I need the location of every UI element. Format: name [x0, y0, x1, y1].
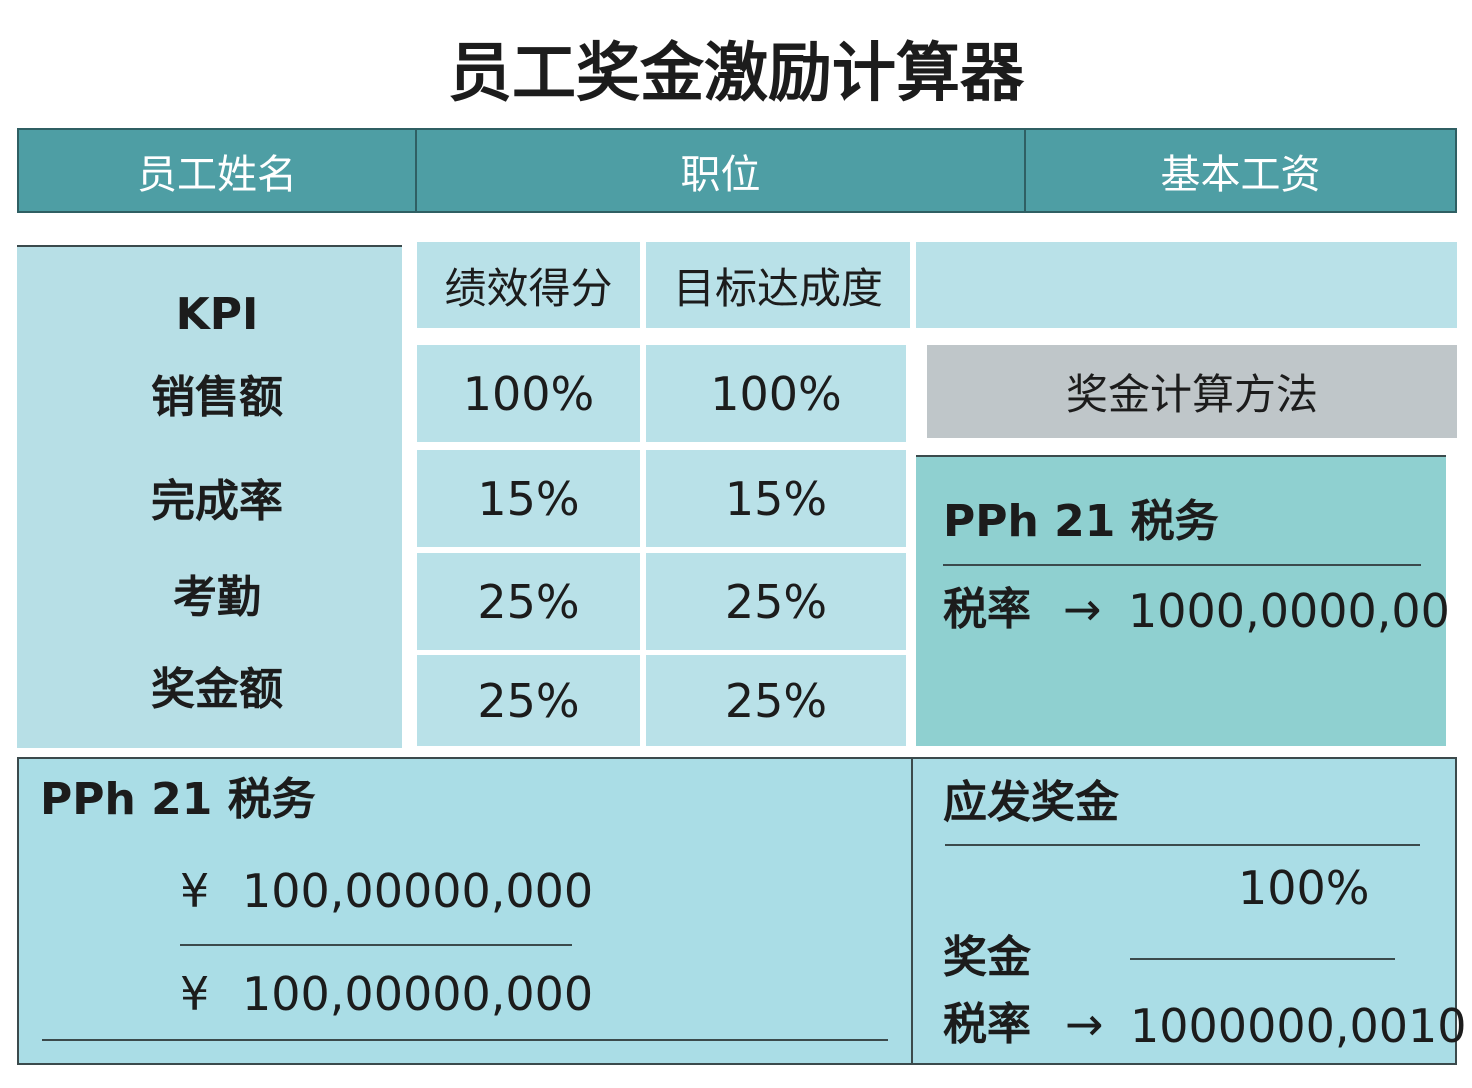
divider: [945, 844, 1420, 846]
page-title: 员工奖金激励计算器: [448, 37, 1024, 111]
tax-rate-label: 税率: [943, 584, 1031, 635]
kpi-value: 25%: [646, 655, 906, 746]
kpi-label: 考勤: [173, 572, 261, 623]
kpi-label-panel: [17, 245, 402, 748]
kpi-value: 25%: [646, 553, 906, 650]
divider: [42, 1039, 888, 1041]
empty-cell: [916, 242, 1457, 328]
tax-rate-label: 税率: [943, 999, 1031, 1050]
divider: [1130, 958, 1395, 960]
currency: ¥: [180, 967, 210, 1021]
tax-rate-value: 1000,0000,00: [1128, 584, 1450, 638]
divider: [943, 564, 1421, 566]
tax-rate-value: 1000000,0010: [1130, 999, 1467, 1053]
kpi-label: 销售额: [151, 372, 283, 423]
summary-panel: [17, 757, 1457, 1065]
kpi-value: 100%: [646, 345, 906, 442]
payout-title: 应发奖金: [943, 777, 1119, 828]
column-header: 目标达成度: [646, 242, 910, 328]
amount: 100,00000,000: [242, 967, 594, 1021]
arrow: →: [1063, 582, 1102, 636]
kpi-value: 25%: [417, 553, 640, 650]
tax-panel: [916, 455, 1446, 746]
kpi-label: KPI: [175, 289, 259, 340]
header-cell: 员工姓名: [17, 128, 417, 213]
divider: [911, 757, 913, 1065]
method-title: 奖金计算方法: [927, 345, 1457, 438]
kpi-label: 奖金额: [151, 664, 283, 715]
kpi-value: 100%: [417, 345, 640, 442]
currency: ¥: [180, 864, 210, 918]
tax-title: PPh 21 税务: [943, 496, 1219, 547]
kpi-value: 15%: [417, 450, 640, 547]
header-cell: 职位: [415, 128, 1026, 213]
kpi-value: 15%: [646, 450, 906, 547]
header-cell: 基本工资: [1024, 128, 1457, 213]
column-header: 绩效得分: [417, 242, 640, 328]
summary-tax-title: PPh 21 税务: [40, 774, 316, 825]
kpi-value: 25%: [417, 655, 640, 746]
bonus-label: 奖金: [943, 932, 1031, 983]
divider: [180, 944, 572, 946]
payout-percent: 100%: [1238, 861, 1370, 915]
amount: 100,00000,000: [242, 864, 594, 918]
arrow: →: [1065, 997, 1104, 1051]
kpi-label: 完成率: [151, 476, 283, 527]
